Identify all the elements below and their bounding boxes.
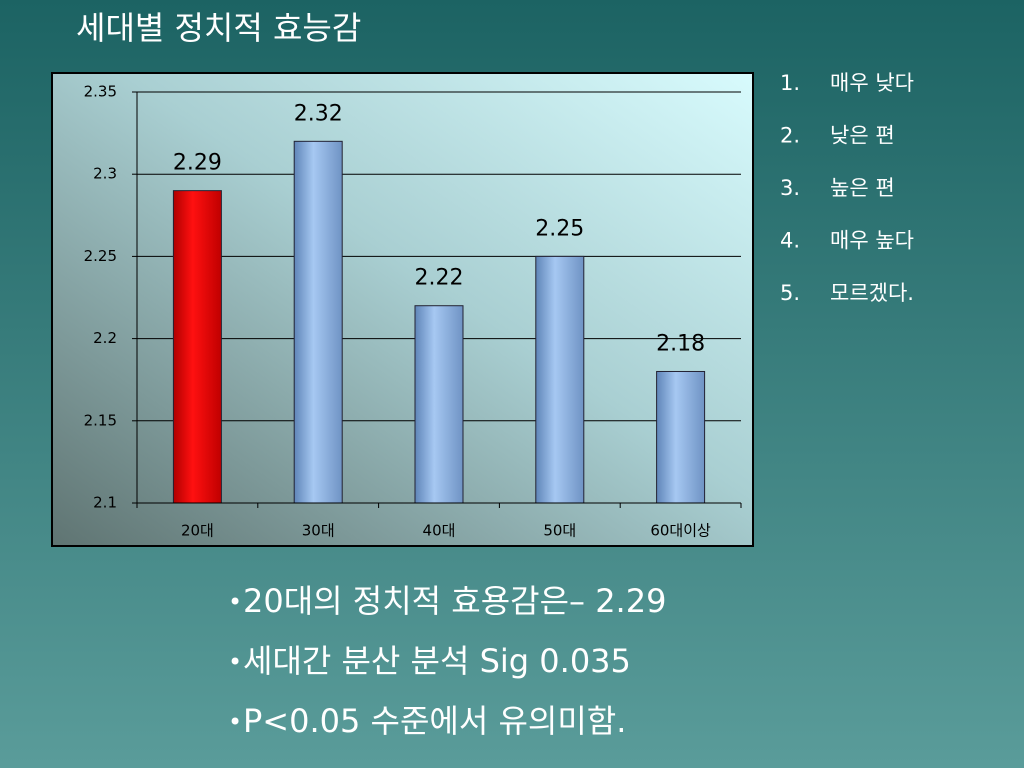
legend-list: 1. 매우 낮다 2. 낮은 편 3. 높은 편 4. 매우 높다 5. 모르겠다. [780, 71, 914, 305]
list-text: 매우 낮다 [830, 71, 914, 95]
x-tick-label: 60대이상 [650, 522, 711, 540]
data-label: 2.29 [173, 151, 222, 176]
y-tick-label: 2.2 [93, 329, 117, 347]
y-tick-label: 2.3 [93, 165, 117, 183]
bar [293, 140, 343, 504]
y-tick-label: 2.35 [84, 83, 117, 101]
list-text: 모르겠다. [830, 281, 914, 305]
chart: 2.1 2.15 2.2 2.25 2.3 2.35 20대 2.29 30대 2.32 40대 2.… [84, 83, 742, 540]
y-tick-label: 2.25 [84, 247, 117, 265]
chart-frame [51, 72, 754, 547]
bullet-dot: • [228, 648, 242, 676]
list-number: 4. [780, 229, 800, 253]
list-text: 매우 높다 [830, 229, 914, 253]
data-label: 2.22 [415, 266, 464, 291]
bar [414, 305, 464, 504]
bar [535, 255, 585, 504]
bullet-text: 20대의 정치적 효용감은– 2.29 [243, 582, 666, 620]
x-tick-label: 20대 [181, 522, 214, 540]
x-tick-label: 40대 [423, 522, 456, 540]
bar [172, 190, 222, 504]
bullet-dot: • [228, 588, 242, 616]
y-tick-label: 2.1 [93, 494, 117, 512]
bullet-text: 세대간 분산 분석 Sig 0.035 [243, 642, 631, 680]
bar [656, 370, 706, 504]
list-number: 5. [780, 281, 800, 305]
y-tick-label: 2.15 [84, 411, 117, 429]
data-label: 2.32 [294, 101, 343, 126]
list-number: 1. [780, 71, 800, 95]
data-label: 2.25 [535, 216, 584, 241]
slide-title: 세대별 정치적 효능감 [76, 9, 361, 47]
bullet-text: P<0.05 수준에서 유의미함. [243, 702, 626, 740]
bullet-dot: • [228, 708, 242, 736]
list-text: 낮은 편 [830, 124, 895, 148]
list-number: 3. [780, 176, 800, 200]
bullets: • 20대의 정치적 효용감은– 2.29• 세대간 분산 분석 Sig 0.035… [228, 582, 666, 740]
x-tick-label: 30대 [302, 522, 335, 540]
x-tick-label: 50대 [543, 522, 576, 540]
list-text: 높은 편 [830, 176, 895, 200]
list-number: 2. [780, 124, 800, 148]
data-label: 2.18 [656, 331, 705, 356]
